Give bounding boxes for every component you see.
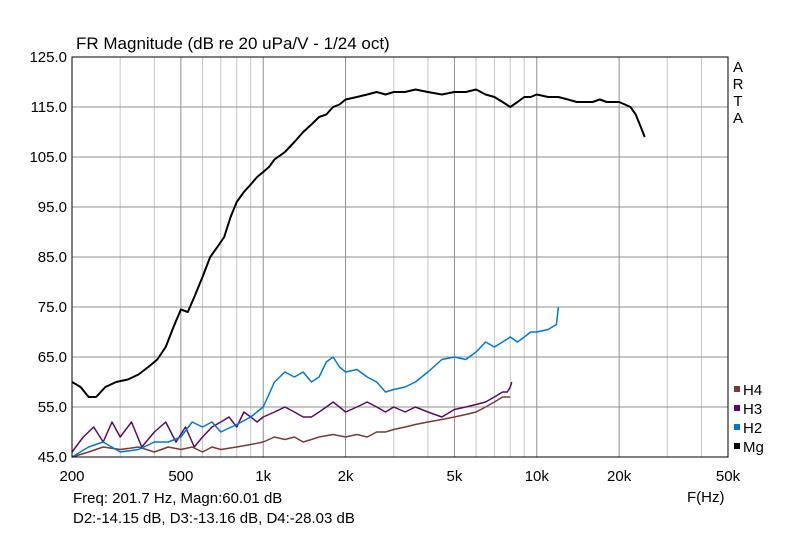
x-tick-label: 2k xyxy=(338,468,354,485)
y-tick-label: 115.0 xyxy=(31,99,67,116)
x-axis-tick-labels: 200 500 1k 2k 5k 10k 20k 50k xyxy=(59,468,740,485)
y-axis-tick-labels: 125.0 115.0 105.0 95.0 85.0 75.0 65.0 55.0 45.0 xyxy=(29,49,67,466)
legend-label-h4: H4 xyxy=(743,382,762,399)
series-line-h3 xyxy=(71,381,513,453)
x-tick-label: 500 xyxy=(168,468,193,485)
x-tick-label: 50k xyxy=(716,468,741,485)
legend-swatch-mg xyxy=(734,443,740,449)
legend-swatch-h4 xyxy=(734,386,740,392)
legend-swatch-h2 xyxy=(734,424,740,430)
legend-label-h3: H3 xyxy=(743,401,762,418)
y-tick-label: 95.0 xyxy=(38,199,67,216)
y-tick-label: 45.0 xyxy=(38,449,67,466)
status-readout-frequency: Freq: 201.7 Hz, Magn:60.01 dB xyxy=(73,490,283,507)
brand-letter: R xyxy=(733,76,744,93)
y-tick-label: 75.0 xyxy=(38,299,67,316)
y-tick-label: 55.0 xyxy=(38,399,67,416)
x-axis-label: F(Hz) xyxy=(687,489,725,506)
y-tick-label: 105.0 xyxy=(29,149,67,166)
x-tick-label: 5k xyxy=(447,468,463,485)
legend-label-mg: Mg xyxy=(743,439,764,456)
series-line-h2 xyxy=(71,306,560,458)
x-tick-label: 1k xyxy=(255,468,271,485)
legend-label-h2: H2 xyxy=(743,420,762,437)
y-tick-label: 125.0 xyxy=(29,49,67,66)
y-tick-label: 85.0 xyxy=(38,249,67,266)
brand-letter: T xyxy=(733,93,742,110)
legend: H4 H3 H2 Mg xyxy=(734,382,764,456)
chart-title: FR Magnitude (dB re 20 uPa/V - 1/24 oct) xyxy=(76,34,390,53)
x-tick-label: 200 xyxy=(59,468,84,485)
series-line-mg xyxy=(71,88,646,398)
horizontal-gridlines xyxy=(72,106,728,408)
x-tick-label: 20k xyxy=(607,468,632,485)
x-tick-label: 10k xyxy=(525,468,550,485)
status-readout-distortion: D2:-14.15 dB, D3:-13.16 dB, D4:-28.03 dB xyxy=(73,510,355,527)
plot-frame xyxy=(71,56,729,458)
series-layer xyxy=(71,88,646,458)
brand-letter: A xyxy=(733,110,743,127)
series-line-h4 xyxy=(71,396,511,458)
legend-swatch-h3 xyxy=(734,405,740,411)
brand-letter: A xyxy=(733,59,743,76)
y-tick-label: 65.0 xyxy=(38,349,67,366)
